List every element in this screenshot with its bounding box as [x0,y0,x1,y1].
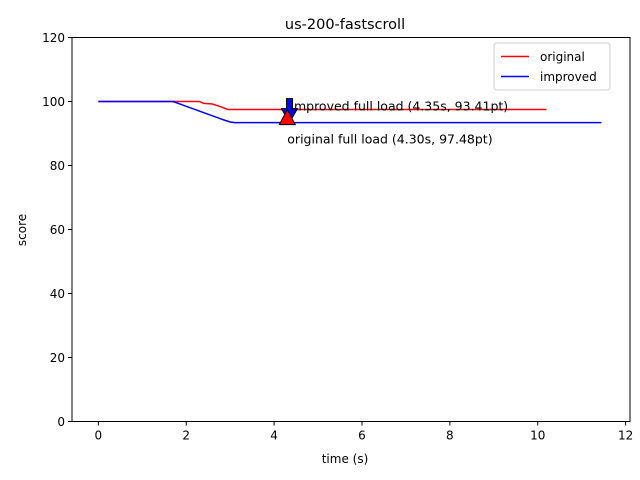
y-tick-label: 100 [42,95,65,109]
legend-label-improved: improved [540,70,597,84]
y-tick-label: 80 [50,159,65,173]
x-axis-label: time (s) [322,452,369,466]
y-axis-ticks: 0 20 40 60 80 100 120 [42,31,72,429]
original-full-load-marker [278,108,297,126]
y-axis-label: score [15,214,29,246]
x-tick-label: 2 [182,429,190,443]
improved-full-load-marker [280,98,299,124]
series-line-original [98,100,547,111]
series-layer [98,100,602,124]
y-tick-label: 60 [50,223,65,237]
legend-box [493,42,611,91]
marker-layer [278,98,299,126]
y-tick-label: 120 [42,31,65,45]
legend-label-original: original [540,50,585,64]
series-line-improved [98,100,602,124]
chart-title: us-200-fastscroll [285,17,405,33]
x-tick-label: 6 [358,429,366,443]
y-tick-label: 0 [57,415,65,429]
x-axis-ticks: 0 2 4 6 8 10 12 [95,421,633,443]
y-tick-label: 20 [50,351,65,365]
x-tick-label: 12 [618,429,633,443]
legend: original improved [493,42,611,91]
annotation-layer: improved full load (4.35s, 93.41pt) origi… [287,99,508,147]
y-tick-label: 40 [50,287,65,301]
improved-full-load-annotation: improved full load (4.35s, 93.41pt) [290,99,508,114]
plot-area [72,37,630,422]
original-full-load-annotation: original full load (4.30s, 97.48pt) [287,132,492,147]
x-tick-label: 10 [530,429,545,443]
x-tick-label: 8 [446,429,454,443]
x-tick-label: 0 [95,429,103,443]
x-tick-label: 4 [270,429,278,443]
